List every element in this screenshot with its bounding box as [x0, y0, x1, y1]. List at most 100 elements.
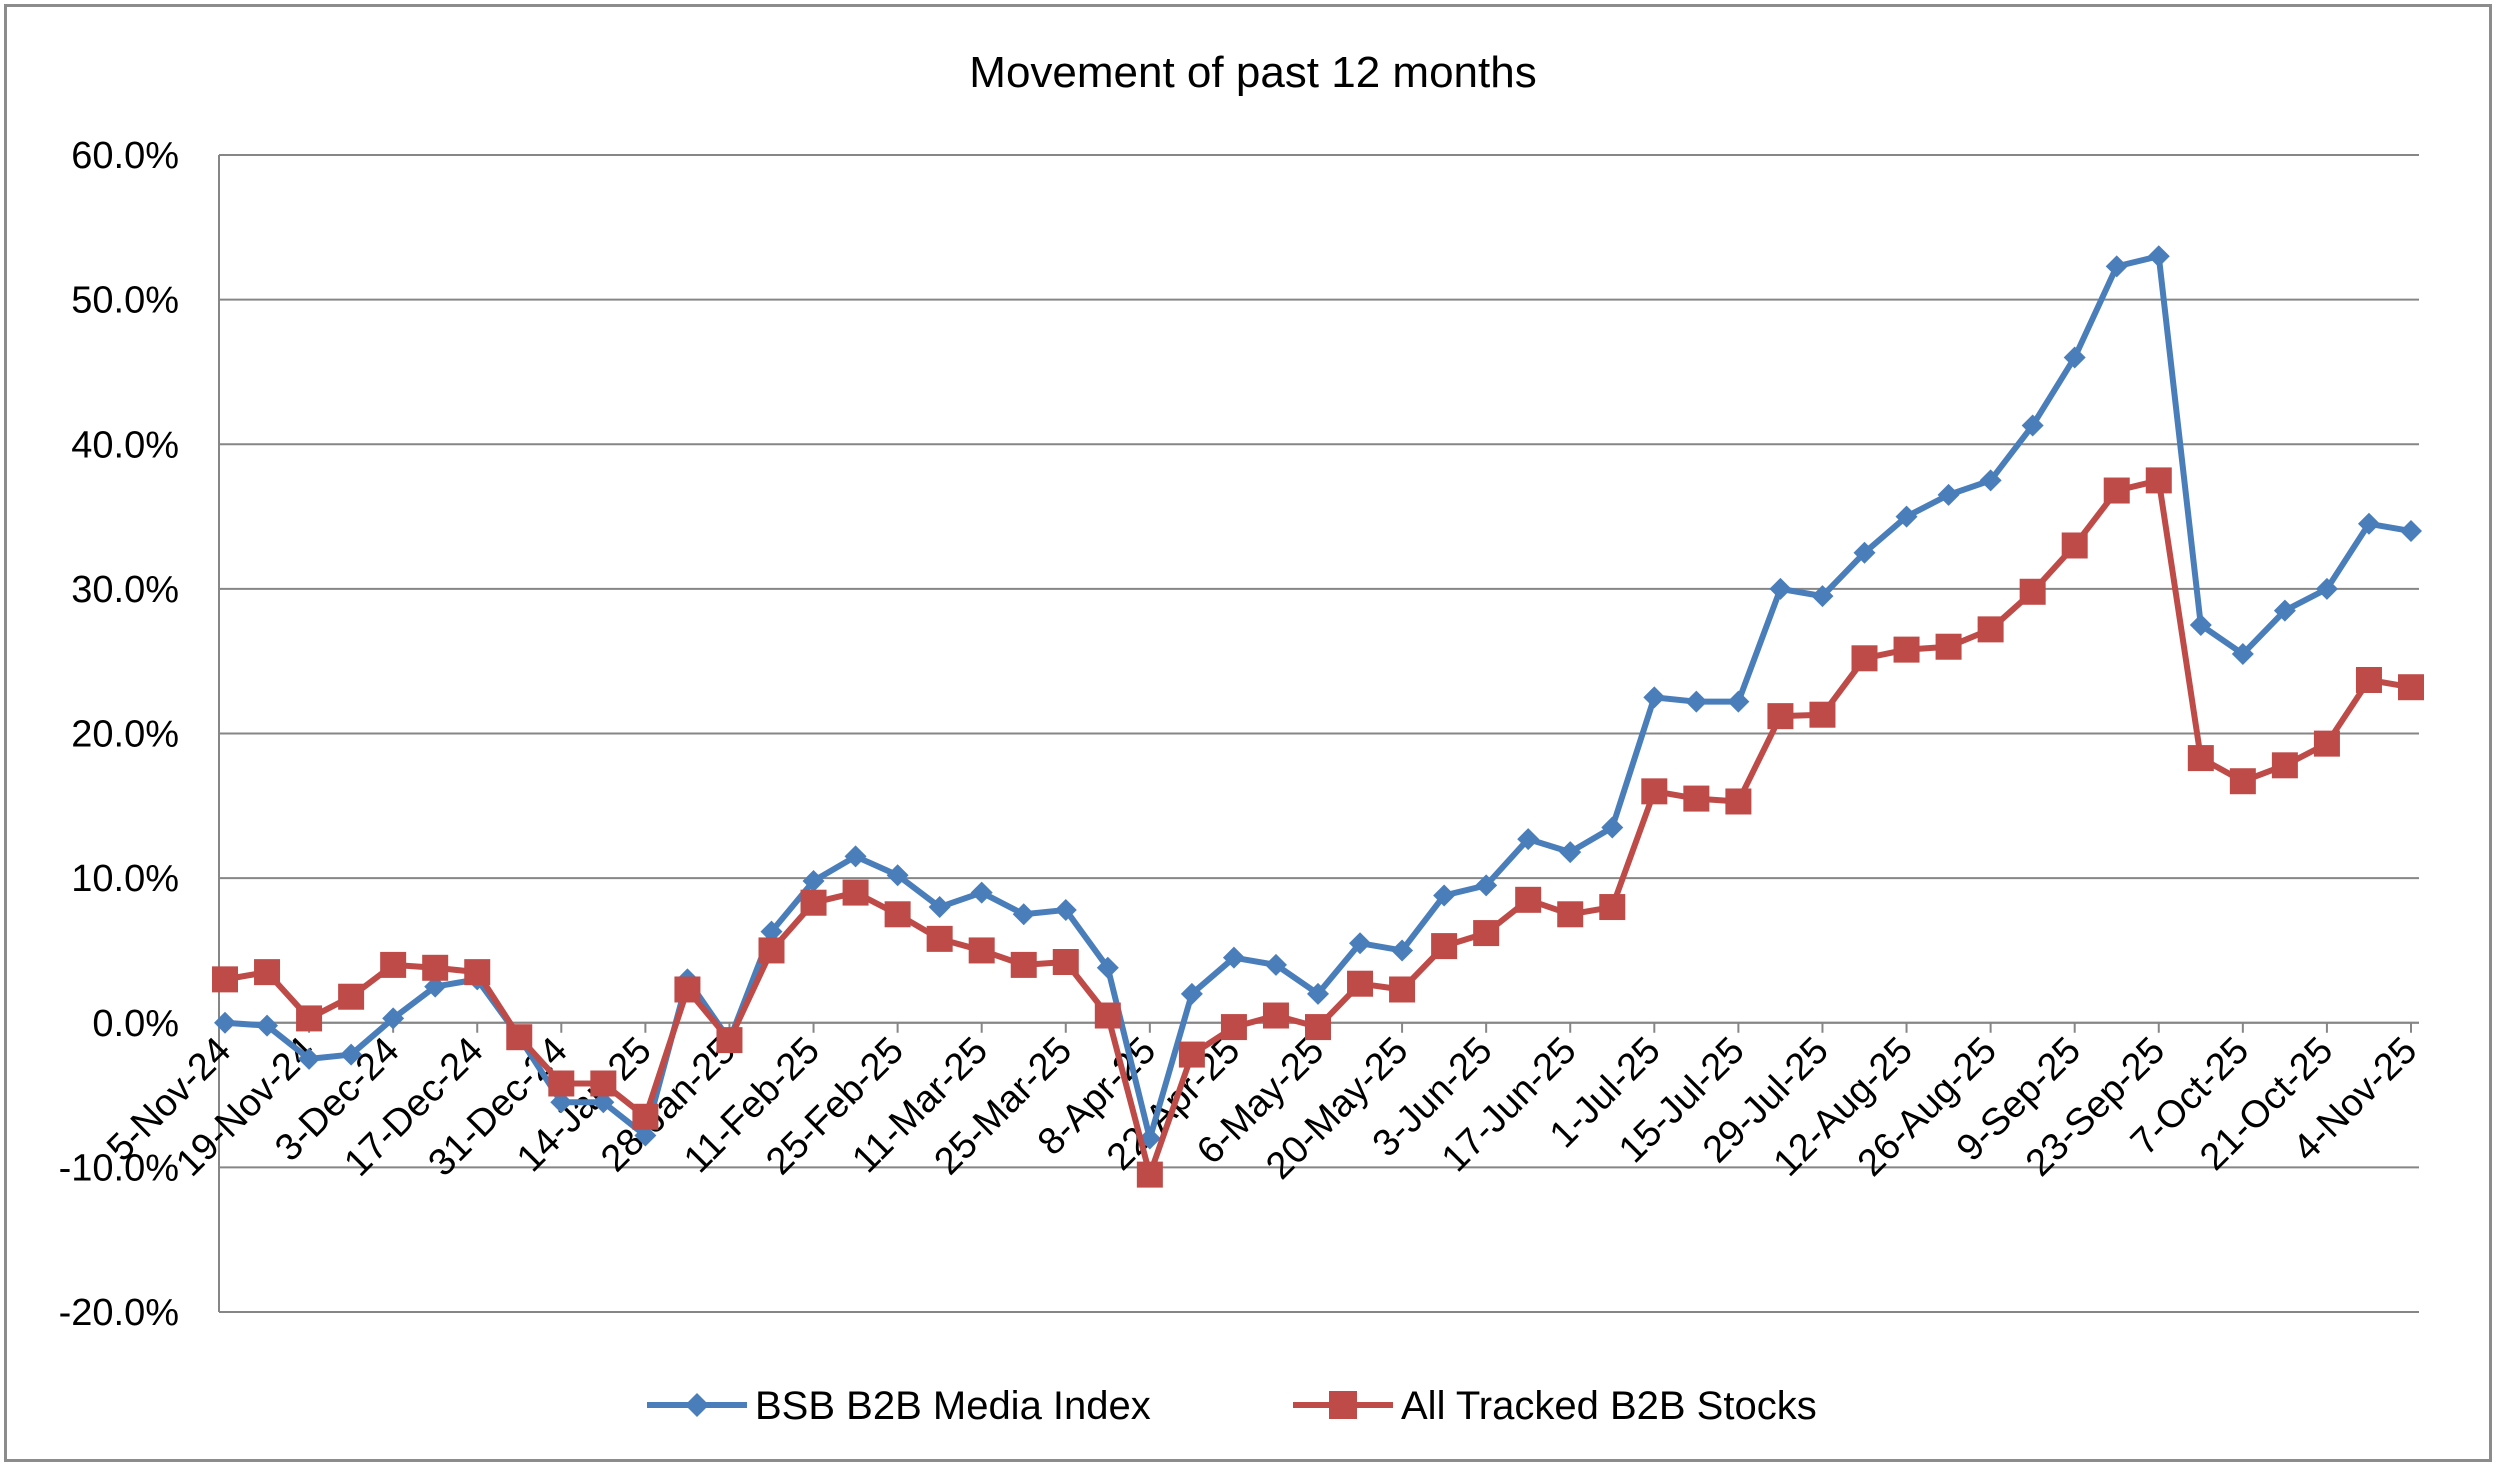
data-point [382, 1007, 405, 1030]
data-point [716, 1027, 743, 1054]
y-tick-label: 0.0% [92, 1003, 179, 1045]
data-point [632, 1103, 659, 1130]
line-chart: 60.0% 50.0% 40.0% 30.0% 20.0% 10.0% 0.0% -10.0%… [59, 48, 2426, 1428]
data-point [298, 1047, 321, 1070]
data-point [1935, 633, 1962, 660]
legend-item: All Tracked B2B Stocks [1293, 1384, 1817, 1428]
y-tick-label: -10.0% [59, 1147, 179, 1189]
data-point [422, 954, 449, 981]
legend-label: BSB B2B Media Index [755, 1384, 1151, 1428]
data-point [1979, 469, 2002, 492]
data-point [1893, 636, 1920, 663]
data-point [2189, 614, 2212, 637]
legend: BSB B2B Media Index All Tracked B2B Stock… [647, 1384, 1817, 1428]
data-point [968, 937, 995, 964]
data-point [2355, 666, 2382, 693]
data-point [1012, 903, 1035, 926]
data-point [212, 966, 238, 993]
data-point [1515, 886, 1542, 913]
data-point [424, 975, 447, 998]
y-tick-label: 50.0% [71, 280, 179, 322]
data-point [338, 983, 365, 1010]
data-point [1305, 1014, 1331, 1041]
data-point [592, 1091, 615, 1114]
data-point [1431, 933, 1458, 960]
data-point [296, 1005, 323, 1032]
data-point [1809, 701, 1836, 728]
data-point [802, 870, 825, 893]
data-point [2231, 642, 2254, 665]
data-point [2229, 768, 2256, 795]
data-point [2147, 245, 2170, 268]
chart-title: Movement of past 12 months [969, 48, 1536, 97]
data-point [844, 845, 867, 868]
data-point [1222, 946, 1245, 969]
chart-frame: 60.0% 50.0% 40.0% 30.0% 20.0% 10.0% 0.0% -10.0%… [4, 4, 2492, 1462]
data-point [1769, 577, 1792, 600]
data-point [1851, 645, 1878, 672]
data-point [548, 1070, 575, 1097]
data-point [2187, 745, 2214, 772]
data-point [1517, 828, 1540, 851]
data-point [1096, 956, 1119, 979]
data-point [884, 901, 911, 928]
data-point [2313, 730, 2340, 757]
data-point [1683, 785, 1710, 812]
data-point [1473, 920, 1500, 947]
data-point [800, 889, 827, 916]
data-point [1307, 982, 1329, 1005]
data-point [1433, 884, 1456, 907]
square-marker-icon [1329, 1391, 1357, 1419]
data-point [1767, 703, 1794, 730]
data-point [506, 1024, 533, 1051]
x-axis-ticks: 5-Nov-2419-Nov-243-Dec-2417-Dec-2431-Dec… [99, 1022, 2425, 1188]
data-point [2400, 520, 2422, 543]
data-point [758, 937, 785, 964]
data-point [1937, 483, 1960, 506]
y-tick-label: 10.0% [71, 858, 179, 900]
data-point [590, 1070, 617, 1097]
data-point [1136, 1161, 1163, 1188]
data-point [1180, 982, 1203, 1005]
data-point [1391, 939, 1414, 962]
data-point [1052, 949, 1079, 976]
data-point [634, 1124, 657, 1147]
y-tick-label: 30.0% [71, 569, 179, 611]
data-point [1559, 841, 1582, 864]
data-point [2103, 477, 2130, 504]
data-point [1895, 505, 1918, 528]
legend-item: BSB B2B Media Index [647, 1384, 1151, 1428]
data-point [214, 1011, 236, 1034]
data-point [1094, 1002, 1121, 1029]
data-point [886, 864, 909, 887]
data-point [1853, 541, 1876, 564]
data-point [380, 951, 407, 978]
data-point [2273, 599, 2296, 622]
data-point [1475, 874, 1498, 897]
y-axis-ticks: 60.0% 50.0% 40.0% 30.0% 20.0% 10.0% 0.0% -10.0%… [59, 135, 179, 1334]
diamond-marker-icon [685, 1393, 709, 1417]
data-point [928, 896, 951, 919]
data-point [1264, 953, 1287, 976]
data-point [1727, 690, 1750, 713]
data-point [926, 925, 953, 952]
data-point [1054, 898, 1077, 921]
data-point [1349, 932, 1372, 955]
data-point [2063, 346, 2086, 369]
data-point [674, 976, 701, 1003]
data-point [550, 1091, 573, 1114]
data-point [340, 1043, 363, 1066]
data-point [2315, 577, 2338, 600]
data-point [1262, 1002, 1289, 1029]
data-point [1811, 585, 1834, 608]
data-point [2271, 752, 2298, 779]
data-point [2019, 578, 2046, 605]
data-point [1599, 894, 1626, 921]
data-point [1347, 970, 1374, 997]
data-point [2357, 512, 2380, 535]
data-point [254, 959, 281, 986]
legend-label: All Tracked B2B Stocks [1401, 1384, 1817, 1428]
data-point [1977, 616, 2004, 643]
data-point [2145, 467, 2172, 494]
data-point [1641, 778, 1668, 805]
